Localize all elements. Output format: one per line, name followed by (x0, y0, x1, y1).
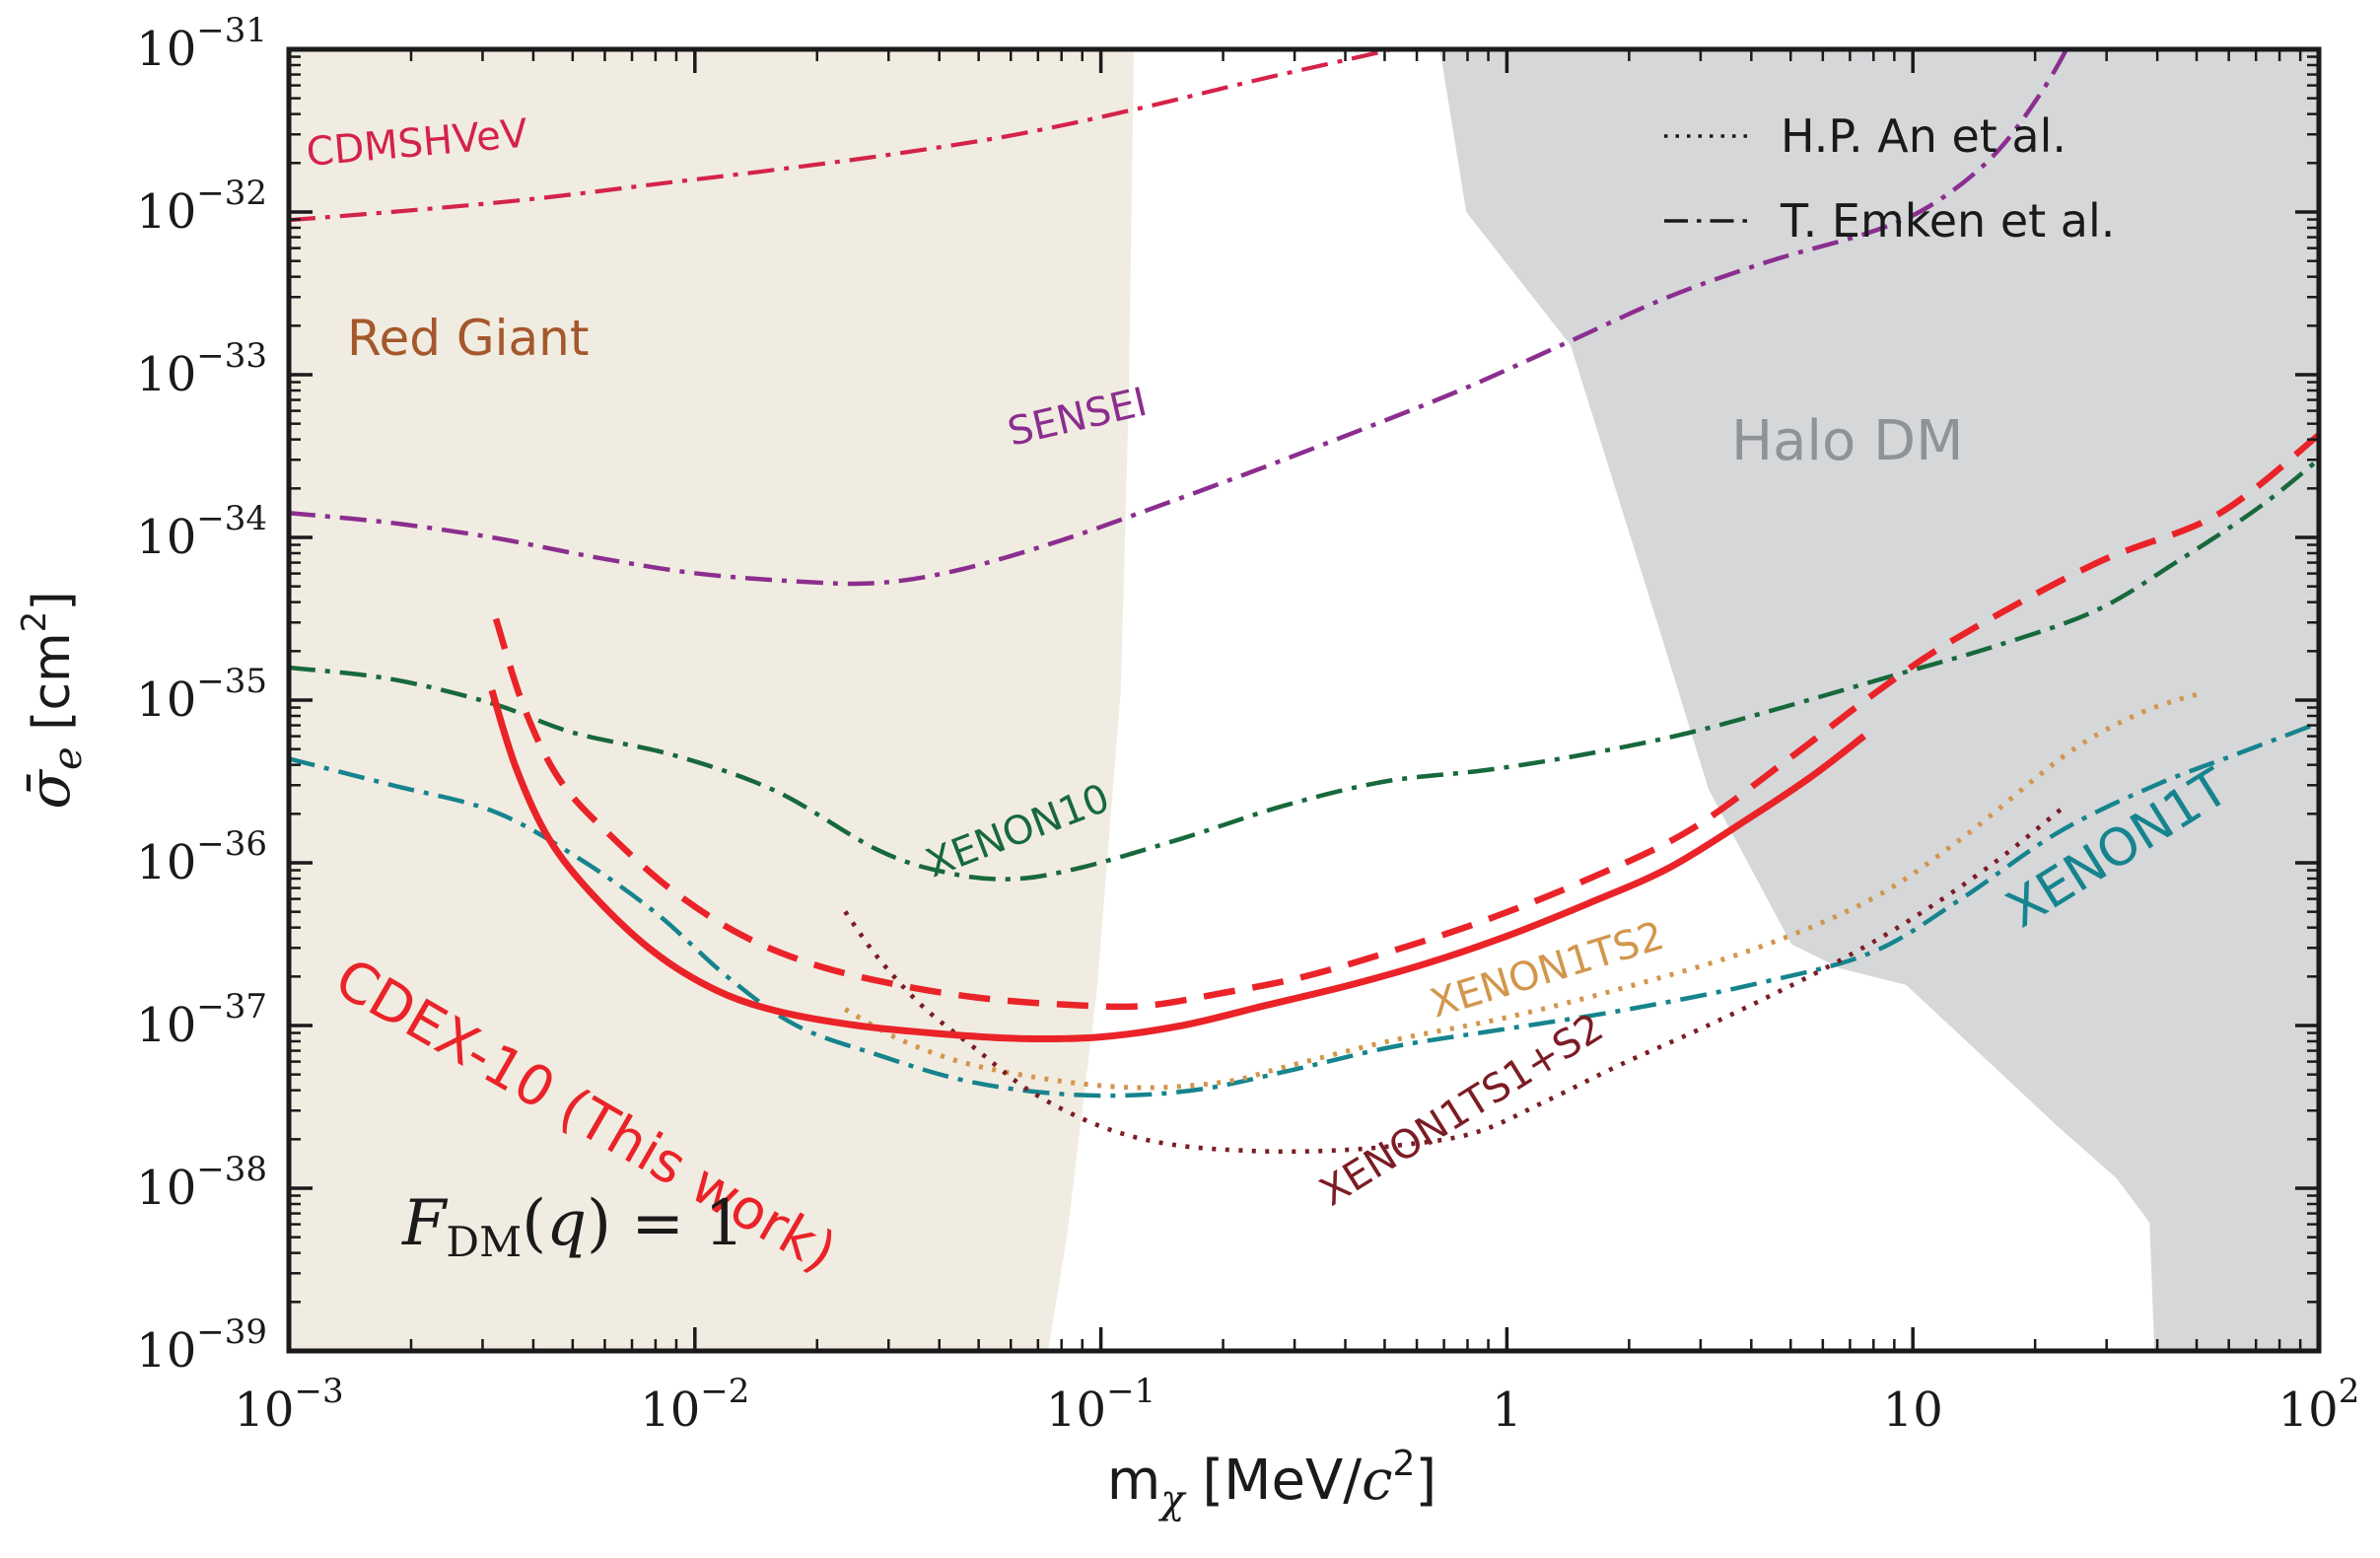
curve-xenon10 (289, 458, 2319, 882)
limit-curves (289, 49, 2319, 1155)
curve-sensei (289, 49, 2069, 587)
xlabel-c: c (1362, 1449, 1392, 1513)
fdm-paren: ( (522, 1187, 546, 1260)
curve-cdex-10-this-work-90-c-l-dashed (492, 432, 2319, 1011)
xlabel-end: ] (1415, 1449, 1436, 1513)
ylabel-sub: e (45, 746, 91, 770)
shaded-regions (289, 49, 2319, 1351)
label-red-giant: Red Giant (347, 310, 589, 367)
x-tick-label: 10−3 (234, 1372, 343, 1438)
fdm-sub: DM (446, 1218, 522, 1266)
xlabel-unit: [MeV/ (1185, 1449, 1363, 1513)
plot-border (286, 46, 2322, 1354)
label-halo-dm: Halo DM (1731, 409, 1963, 473)
x-tick-label: 10−2 (640, 1372, 749, 1438)
y-tick-label: 10−39 (136, 1312, 267, 1379)
halo-dm-region (1439, 49, 2319, 1351)
xlabel-chi: χ (1157, 1477, 1187, 1523)
xlabel-sup: 2 (1393, 1444, 1416, 1484)
x-tick-label: 1 (1492, 1382, 1522, 1438)
curve-cdex-10-this-work-solid (488, 689, 1866, 1043)
curve-xenon1ts1-s2 (843, 802, 2069, 1155)
ylabel-unit: [cm (23, 632, 82, 746)
y-tick-labels: 10−31 10−32 10−33 10−34 10−35 10−36 10−37 10−38… (136, 11, 267, 1379)
legend-label-emken: T. Emken et al. (1780, 194, 2115, 248)
y-tick-label: 10−37 (136, 987, 267, 1053)
curve-xenon1t (289, 720, 2319, 1098)
x-tick-label: 10−1 (1046, 1372, 1155, 1438)
y-tick-label: 10−38 (136, 1150, 267, 1216)
red-giant-region (289, 49, 1134, 1351)
y-tick-label: 10−36 (136, 824, 267, 890)
y-tick-label: 10−35 (136, 662, 267, 728)
ylabel-end: ] (23, 591, 82, 610)
y-tick-label: 10−32 (136, 174, 267, 240)
fdm-annotation: FDM(q) = 1 (401, 1187, 744, 1266)
y-tick-label: 10−31 (136, 11, 267, 77)
y-axis-label: σ̄e [cm2] (15, 591, 91, 809)
y-tick-label: 10−33 (136, 336, 267, 402)
fdm-q: q (546, 1187, 587, 1260)
x-tick-labels: 10−3 10−2 10−1 1 10 102 (234, 1372, 2359, 1438)
ylabel-sigma: σ̄ (16, 769, 83, 810)
legend: H.P. An et al. T. Emken et al. (1664, 109, 2115, 248)
fdm-f: F (401, 1187, 449, 1260)
ylabel-sup: 2 (15, 611, 54, 633)
x-tick-label: 102 (2278, 1372, 2360, 1438)
x-axis-label: mχ [MeV/c2] (1107, 1444, 1437, 1523)
x-tick-label: 10 (1883, 1382, 1943, 1438)
fdm-rest: ) = 1 (587, 1187, 744, 1260)
curve-cdmshvev (289, 49, 1400, 223)
y-tick-label: 10−34 (136, 499, 267, 565)
xlabel-m: m (1107, 1449, 1161, 1513)
legend-row-emken: T. Emken et al. (1664, 194, 2115, 248)
legend-row-an: H.P. An et al. (1664, 109, 2066, 163)
legend-label-an: H.P. An et al. (1781, 109, 2066, 163)
